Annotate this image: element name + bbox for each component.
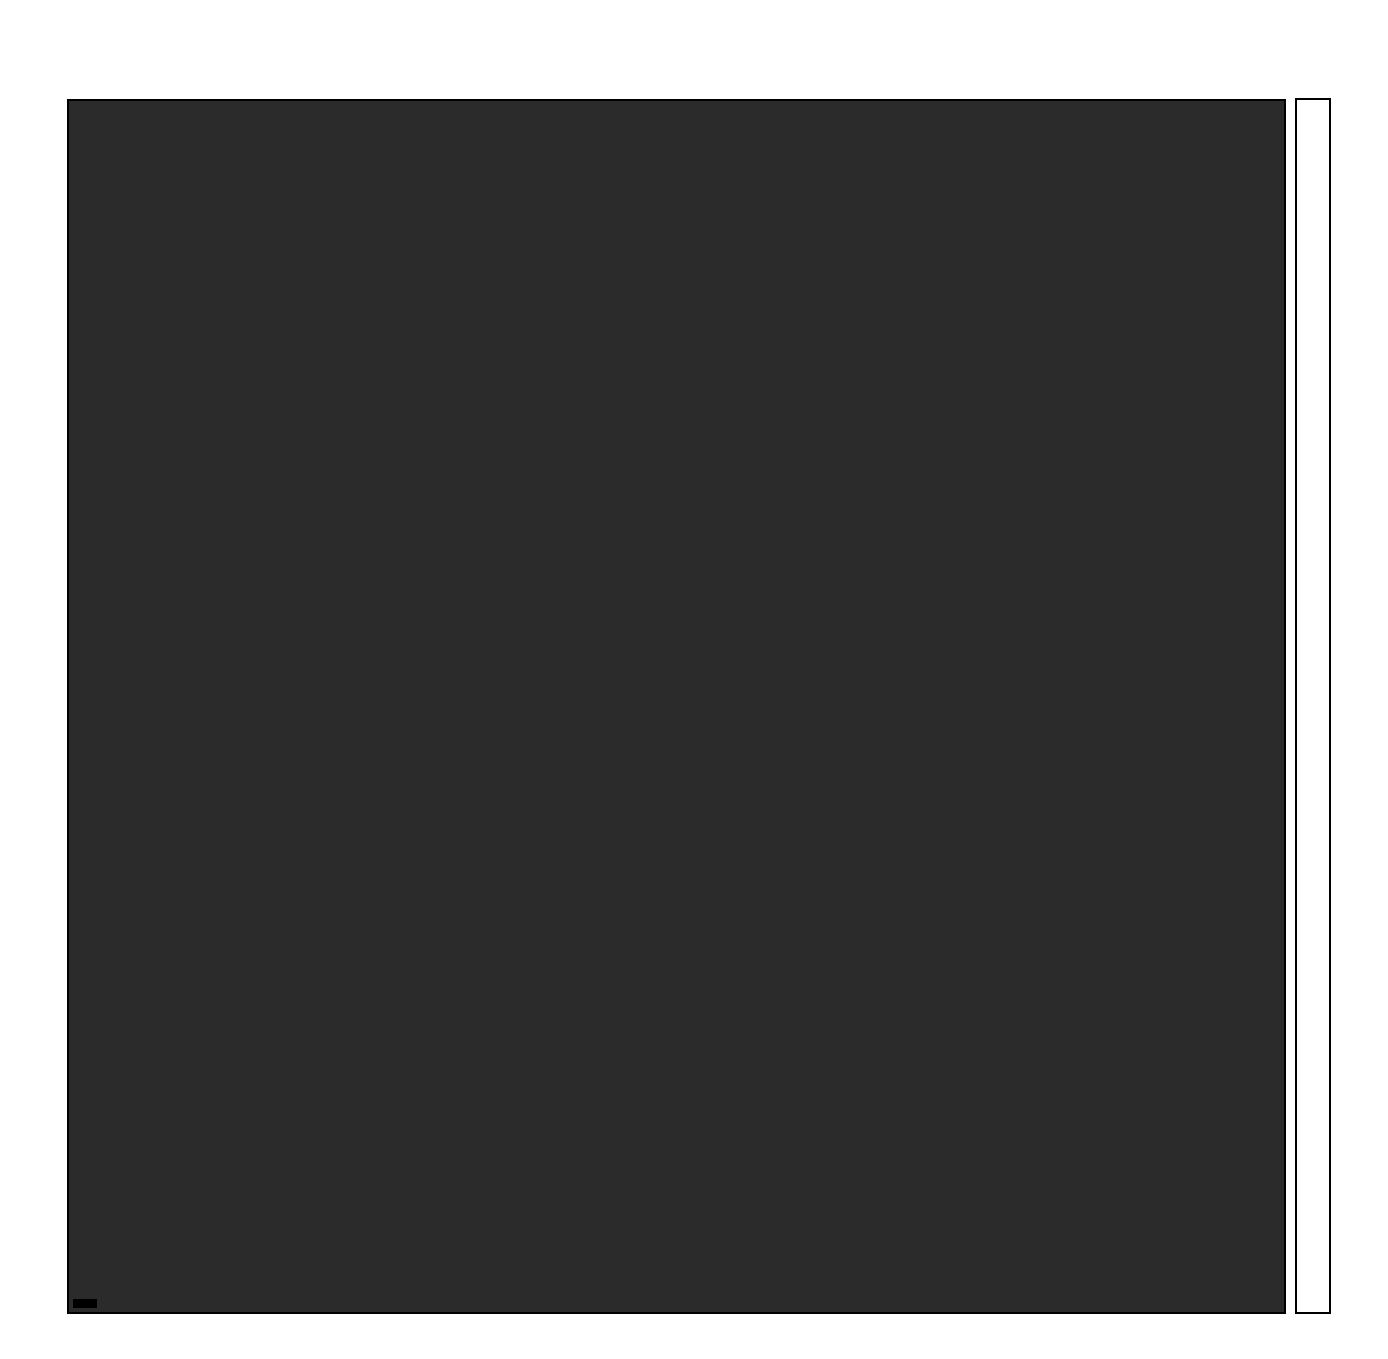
infrared-satellite-image [69,101,1284,1312]
colorbar-body [1295,98,1331,1314]
colorbar-gradient [1297,100,1329,1312]
satellite-plot-area[interactable] [67,99,1286,1314]
temperature-colorbar[interactable] [1295,98,1331,1314]
copyright-watermark [73,1299,97,1308]
